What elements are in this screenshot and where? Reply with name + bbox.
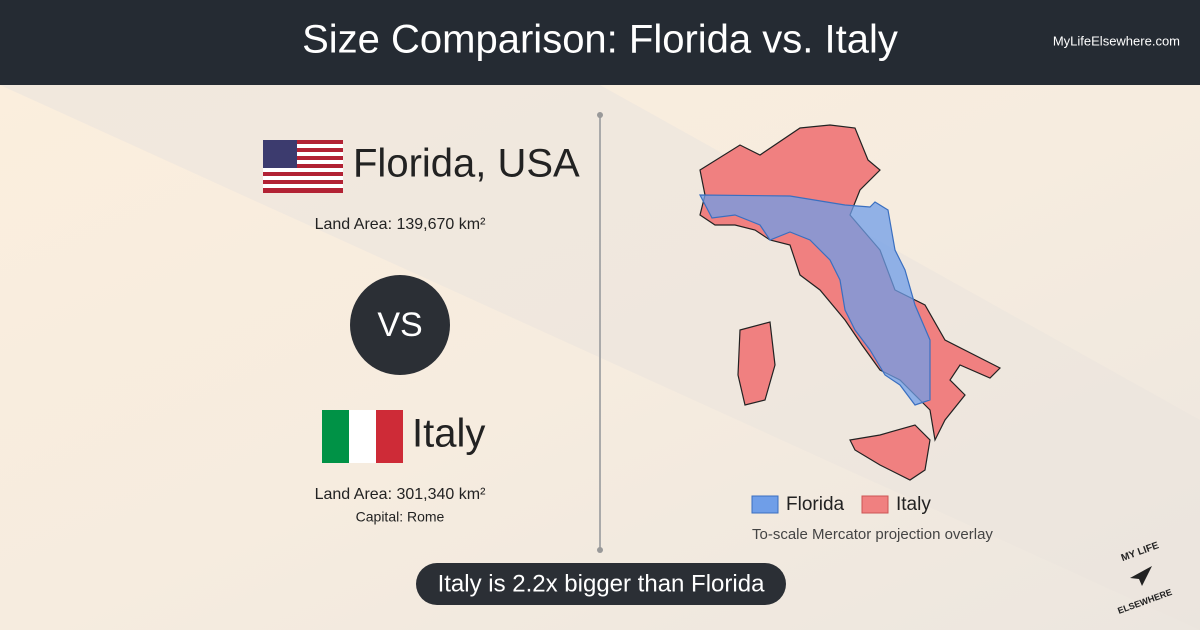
land-area: Land Area: 139,670 km² (315, 216, 486, 233)
title: Size Comparison: Florida vs. Italy (302, 18, 898, 62)
legend-label: Florida (786, 494, 845, 515)
vs-circle (350, 275, 450, 375)
logo-plane (1130, 566, 1152, 586)
legend-swatch (861, 495, 889, 514)
summary: Italy is 2.2x bigger than Florida (438, 570, 765, 597)
italy-flag (322, 410, 403, 463)
sardinia (737, 321, 776, 406)
divider-end (597, 547, 603, 553)
legend-swatch (751, 495, 779, 514)
vs-label: VS (377, 306, 422, 344)
summary-pill (416, 563, 786, 605)
header-bar (0, 0, 1200, 85)
site-name: MyLifeElsewhere.com (1053, 33, 1180, 48)
sicily (849, 424, 931, 481)
map (699, 124, 1002, 481)
place-name: Italy (412, 412, 485, 456)
legend-label: Italy (896, 494, 931, 515)
place-name: Florida, USA (353, 142, 580, 186)
capital: Capital: Rome (356, 509, 445, 525)
map-caption: To-scale Mercator projection overlay (752, 526, 993, 543)
us-flag (263, 140, 343, 193)
divider-end (597, 112, 603, 118)
land-area: Land Area: 301,340 km² (315, 486, 486, 503)
florida-overlay (699, 194, 931, 406)
